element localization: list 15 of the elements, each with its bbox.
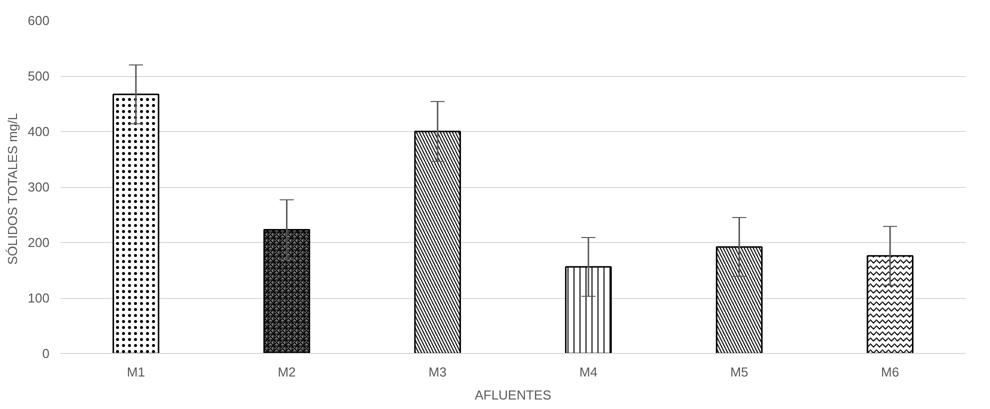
y-tick-label: 0 — [42, 346, 50, 361]
y-tick-label: 400 — [28, 124, 50, 139]
x-tick-label: M1 — [126, 364, 145, 380]
y-tick-label: 100 — [28, 290, 50, 306]
x-tick-label: M6 — [881, 364, 900, 380]
x-tick-label: M3 — [428, 364, 447, 380]
y-tick-label: 200 — [28, 235, 50, 250]
x-tick-label: M4 — [579, 364, 598, 380]
x-axis-title: AFLUENTES — [474, 388, 552, 402]
y-tick-label: 500 — [28, 68, 50, 84]
y-tick-label: 300 — [28, 180, 50, 194]
y-tick-label: 600 — [28, 13, 50, 28]
y-axis-title: SÓLIDOS TOTALES mg/L — [4, 113, 20, 265]
x-tick-label: M2 — [278, 364, 296, 380]
x-tick-label: M5 — [730, 364, 748, 380]
